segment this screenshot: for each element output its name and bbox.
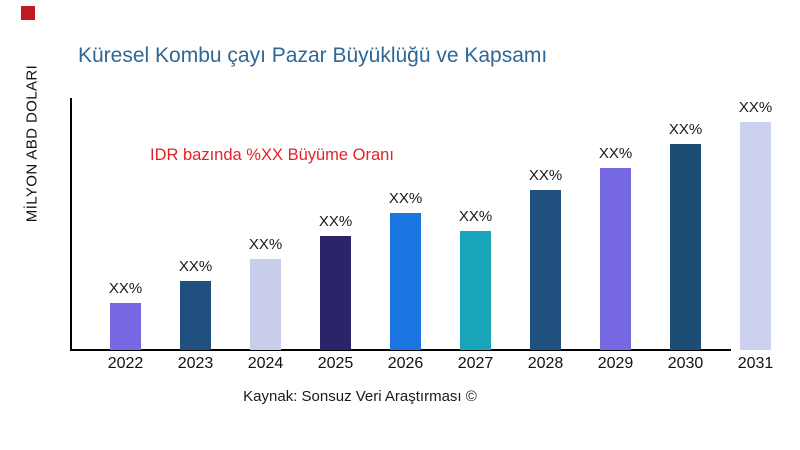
bar-2022: [110, 303, 141, 350]
bar-value-label-2029: XX%: [598, 145, 633, 162]
x-tick-label-2022: 2022: [107, 355, 144, 372]
x-tick-label-2025: 2025: [317, 355, 354, 372]
bar-value-label-2028: XX%: [528, 167, 563, 184]
bar-2026: [390, 213, 421, 350]
x-tick-label-2024: 2024: [247, 355, 284, 372]
bar-value-label-2027: XX%: [458, 208, 493, 225]
chart-title: Küresel Kombu çayı Pazar Büyüklüğü ve Ka…: [78, 44, 548, 67]
source-caption: Kaynak: Sonsuz Veri Araştırması ©: [243, 388, 477, 405]
x-tick-label-2031: 2031: [737, 355, 774, 372]
bar-2030: [670, 144, 701, 350]
bar-value-label-2024: XX%: [248, 236, 283, 253]
bar-2025: [320, 236, 351, 350]
bar-value-label-2025: XX%: [318, 213, 353, 230]
bar-2027: [460, 231, 491, 350]
y-axis-line: [70, 98, 72, 350]
bar-value-label-2026: XX%: [388, 190, 423, 207]
x-tick-label-2030: 2030: [667, 355, 704, 372]
bar-value-label-2023: XX%: [178, 258, 213, 275]
bar-2029: [600, 168, 631, 350]
bar-2031: [740, 122, 771, 350]
bar-2028: [530, 190, 561, 350]
x-tick-label-2026: 2026: [387, 355, 424, 372]
brand-mark: [21, 6, 35, 20]
bar-value-label-2031: XX%: [738, 99, 773, 116]
x-tick-label-2029: 2029: [597, 355, 634, 372]
bar-value-label-2030: XX%: [668, 121, 703, 138]
bar-2023: [180, 281, 211, 350]
x-tick-label-2027: 2027: [457, 355, 494, 372]
bar-value-label-2022: XX%: [108, 280, 143, 297]
x-tick-label-2028: 2028: [527, 355, 564, 372]
x-tick-label-2023: 2023: [177, 355, 214, 372]
growth-annotation: IDR bazında %XX Büyüme Oranı: [150, 146, 394, 164]
bar-2024: [250, 259, 281, 350]
